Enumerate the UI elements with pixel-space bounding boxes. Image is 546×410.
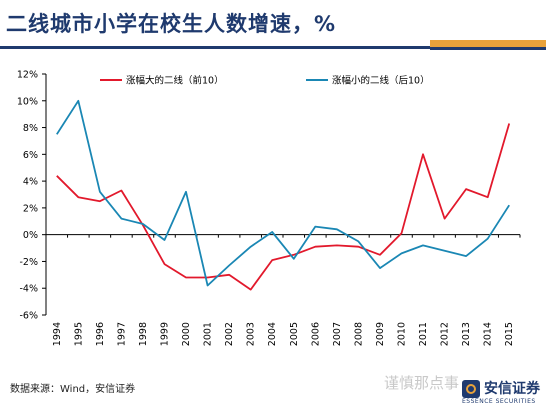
y-tick-label: -4% (20, 284, 39, 295)
logo-subtitle: ESSENCE SECURITIES (462, 398, 536, 405)
x-tick-label: 1998 (138, 322, 149, 346)
x-tick-label: 2015 (504, 322, 515, 346)
x-tick-label: 2014 (483, 322, 494, 346)
series-line-1 (56, 123, 511, 291)
x-tick-label: 1999 (160, 322, 171, 346)
title-accent-bar (430, 40, 546, 47)
x-tick-label: 1996 (95, 322, 106, 346)
legend-label-1: 涨幅大的二线（前10） (126, 75, 224, 87)
y-tick-label: 8% (23, 123, 38, 134)
data-source: 数据来源：Wind，安信证券 (10, 384, 136, 395)
series-line-2 (56, 99, 510, 287)
x-tick-label: 2006 (310, 322, 321, 346)
legend-label-2: 涨幅小的二线（后10） (332, 75, 430, 87)
x-tick-label: 2013 (461, 322, 472, 346)
y-tick-label: -6% (20, 311, 39, 322)
y-tick-label: 6% (23, 150, 38, 161)
x-tick-label: 1995 (73, 322, 84, 346)
y-tick-label: 2% (23, 203, 38, 214)
chart-axes: 12% 10% 8% 6% 4% 2% 0% -2% -4% -6% 1994 1995 1996 199… (17, 70, 521, 346)
chart-series (56, 99, 511, 291)
company-logo: 安信证券 ESSENCE SECURITIES (462, 378, 544, 408)
watermark: 谨慎那点事 (384, 374, 460, 392)
x-tick-label: 2002 (224, 322, 235, 346)
chart-legend: 涨幅大的二线（前10） 涨幅小的二线（后10） (100, 75, 430, 87)
y-tick-label: 10% (17, 96, 38, 107)
x-tick-label: 2009 (375, 322, 386, 346)
y-tick-label: 0% (23, 230, 38, 241)
x-tick-label: 1994 (52, 322, 63, 346)
x-tick-label: 2011 (418, 322, 429, 346)
x-tick-label: 2012 (440, 322, 451, 346)
x-tick-label: 2008 (353, 322, 364, 346)
y-tick-label: -2% (20, 257, 39, 268)
x-tick-label: 2005 (289, 322, 300, 346)
x-tick-label: 1997 (116, 322, 127, 346)
x-tick-label: 2000 (181, 322, 192, 346)
x-tick-label: 2007 (332, 322, 343, 346)
y-tick-label: 12% (17, 70, 38, 81)
logo-name: 安信证券 (484, 381, 540, 397)
x-tick-label: 2010 (397, 322, 408, 346)
x-tick-label: 2003 (246, 322, 257, 346)
chart-title: 二线城市小学在校生人数增速，% (6, 12, 337, 36)
title-rule (0, 46, 430, 49)
y-tick-label: 4% (23, 177, 38, 188)
logo-icon (462, 380, 480, 398)
x-tick-label: 2004 (267, 322, 278, 346)
title-accent-rule (430, 47, 546, 50)
x-tick-label: 2001 (203, 322, 214, 346)
